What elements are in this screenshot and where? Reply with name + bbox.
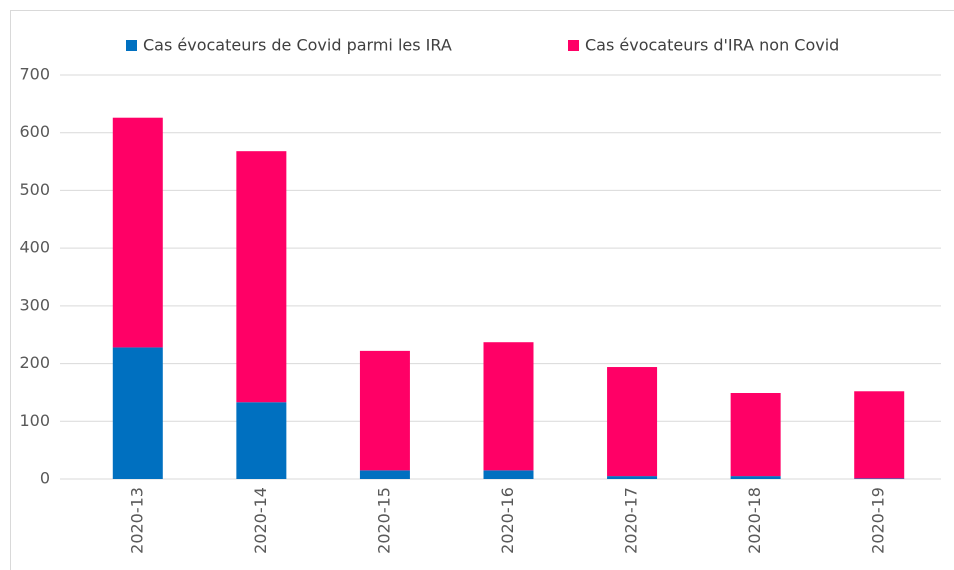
bar-segment xyxy=(730,393,781,477)
bar-segment xyxy=(112,347,163,479)
legend-swatch xyxy=(126,40,137,51)
bar-segment xyxy=(359,470,410,479)
y-tick-label: 700 xyxy=(19,65,50,84)
bar-segment xyxy=(483,470,534,479)
legend-swatch xyxy=(568,40,579,51)
y-tick-label: 300 xyxy=(19,295,50,314)
y-tick-label: 100 xyxy=(19,411,50,430)
bar-segment xyxy=(483,342,534,471)
x-tick-label: 2020-19 xyxy=(869,487,888,554)
bar-segment xyxy=(730,476,781,479)
y-tick-label: 500 xyxy=(19,180,50,199)
chart-border xyxy=(10,10,954,570)
bar-segment xyxy=(359,350,410,471)
y-tick-label: 400 xyxy=(19,238,50,257)
bar-segment xyxy=(236,151,287,403)
bar-segment xyxy=(607,367,658,477)
bar-segment xyxy=(236,402,287,479)
legend-label: Cas évocateurs d'IRA non Covid xyxy=(585,36,839,55)
bar-segment xyxy=(112,117,163,348)
x-tick-label: 2020-14 xyxy=(251,487,270,554)
x-tick-label: 2020-18 xyxy=(745,487,764,554)
bar-segment xyxy=(607,476,658,479)
legend-label: Cas évocateurs de Covid parmi les IRA xyxy=(143,36,452,55)
y-tick-label: 200 xyxy=(19,353,50,372)
y-tick-label: 600 xyxy=(19,122,50,141)
legend: Cas évocateurs de Covid parmi les IRA Cas… xyxy=(126,36,839,55)
x-tick-label: 2020-15 xyxy=(374,487,393,554)
x-tick-label: 2020-13 xyxy=(127,487,146,554)
x-tick-label: 2020-16 xyxy=(498,487,517,554)
bar-segment xyxy=(854,391,905,479)
y-tick-label: 0 xyxy=(40,469,50,488)
x-tick-label: 2020-17 xyxy=(622,487,641,554)
bar-segment xyxy=(854,478,905,479)
